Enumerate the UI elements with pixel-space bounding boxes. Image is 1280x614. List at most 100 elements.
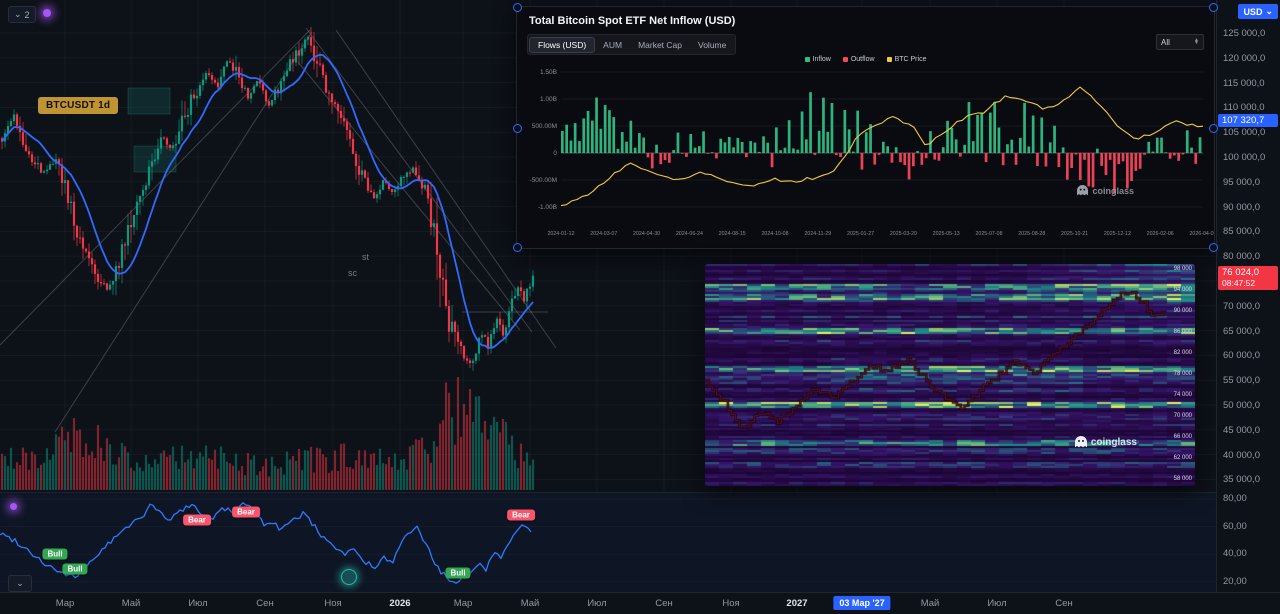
etf-tab-volume[interactable]: Volume xyxy=(698,39,727,50)
layout-count: 2 xyxy=(24,9,30,20)
indicator-marker-bear: Bear xyxy=(232,506,260,518)
svg-text:2026-04-01: 2026-04-01 xyxy=(1189,231,1214,237)
moving-average-line xyxy=(1,54,534,349)
selection-handle[interactable] xyxy=(513,243,522,252)
current-price-label: 107 320,7 xyxy=(1218,113,1278,127)
chevron-down-icon: ⌄ xyxy=(16,578,24,588)
selection-handle[interactable] xyxy=(1209,3,1218,12)
legend-swatch xyxy=(842,57,848,62)
svg-text:2024-04-30: 2024-04-30 xyxy=(633,231,660,237)
etf-range-select[interactable]: All ▲ ▼ xyxy=(1156,34,1204,50)
time-axis-highlight-badge[interactable]: 03 Мар '27 xyxy=(833,596,891,610)
heatmap-price-tick: 70 000 xyxy=(1173,413,1192,419)
selection-handle[interactable] xyxy=(1209,243,1218,252)
time-axis-label: Мар xyxy=(55,598,75,609)
legend-item: Inflow xyxy=(804,56,831,63)
legend-label: Inflow xyxy=(812,56,831,63)
price-tick-label: 85 000,0 xyxy=(1223,226,1260,238)
heatmap-price-tick: 62 000 xyxy=(1173,455,1192,461)
drawing-label: sc xyxy=(348,268,357,278)
svg-text:0: 0 xyxy=(553,150,557,157)
time-axis-label: Ноя xyxy=(722,598,740,609)
heatmap-price-tick: 98 000 xyxy=(1173,266,1192,272)
oscillator-tick-label: 40,00 xyxy=(1223,548,1247,560)
heatmap-price-tick: 66 000 xyxy=(1173,434,1192,440)
pane-collapse-button[interactable]: ⌄ xyxy=(8,575,32,592)
heatmap-price-tick: 94 000 xyxy=(1173,287,1192,293)
svg-text:2024-06-24: 2024-06-24 xyxy=(676,231,703,237)
glow-dot-icon xyxy=(43,9,51,17)
last-price-countdown-label: 76 024,0 08:47:52 xyxy=(1218,265,1278,290)
oscillator-tick-label: 60,00 xyxy=(1223,520,1247,532)
chevron-down-icon: ⌄ xyxy=(14,9,22,19)
legend-swatch xyxy=(804,57,810,62)
price-tick-label: 100 000,0 xyxy=(1223,152,1266,163)
time-axis-label: Сен xyxy=(256,598,274,609)
svg-text:2024-10-08: 2024-10-08 xyxy=(761,231,788,237)
time-axis-label: Сен xyxy=(655,598,673,609)
teal-dot-icon xyxy=(341,569,357,585)
svg-text:2025-12-12: 2025-12-12 xyxy=(1104,231,1131,237)
svg-text:-1.00B: -1.00B xyxy=(538,204,557,211)
etf-legend: Inflow Outflow BTC Price xyxy=(517,56,1214,63)
etf-tab-aum[interactable]: AUM xyxy=(603,39,623,50)
ghost-icon xyxy=(1077,185,1089,196)
oscillator-pane[interactable]: ⌄ Bull Bull Bear Bear Bull Bear xyxy=(0,492,1216,593)
selection-handle[interactable] xyxy=(1209,123,1218,133)
time-axis-label: Июл xyxy=(188,598,208,609)
indicator-marker-bear: Bear xyxy=(507,509,535,521)
coinglass-watermark: coinglass xyxy=(1077,185,1134,196)
price-tick-label: 70 000,0 xyxy=(1223,300,1260,312)
price-axis[interactable]: USD ⌄ 125 000,0 120 000,0 115 000,0 110 000… xyxy=(1216,0,1280,592)
etf-flows-plot: 1.50B 1.00B 500.00M 0 -500.00M -1.00B 2024-01-… xyxy=(530,69,1214,237)
heatmap-price-tick: 86 000 xyxy=(1173,329,1192,335)
etf-tab-market-cap[interactable]: Market Cap xyxy=(638,39,682,50)
glow-dot-icon xyxy=(10,503,17,510)
heatmap-price-tick: 78 000 xyxy=(1173,371,1192,377)
legend-item: Outflow xyxy=(842,56,875,63)
heatmap-price-tick: 90 000 xyxy=(1173,308,1192,314)
svg-text:2024-08-15: 2024-08-15 xyxy=(719,231,746,237)
time-axis-label: Сен xyxy=(1055,598,1073,609)
layout-toggle-button[interactable]: ⌄ 2 xyxy=(8,6,36,23)
svg-text:2024-01-12: 2024-01-12 xyxy=(547,231,574,237)
svg-text:2024-11-29: 2024-11-29 xyxy=(804,231,831,237)
svg-text:-500.00M: -500.00M xyxy=(530,177,557,184)
oscillator-line xyxy=(0,502,532,584)
price-tick-label: 65 000,0 xyxy=(1223,325,1260,337)
indicator-marker-bull: Bull xyxy=(42,548,68,560)
time-axis-label: Июл xyxy=(987,598,1007,609)
currency-button[interactable]: USD ⌄ xyxy=(1238,4,1278,19)
legend-label: Outflow xyxy=(850,56,875,63)
price-tick-label: 115 000,0 xyxy=(1223,77,1265,89)
time-axis-label: Май xyxy=(920,598,940,609)
symbol-badge[interactable]: BTCUSDT 1d xyxy=(38,97,119,114)
svg-text:2024-03-07: 2024-03-07 xyxy=(590,231,617,237)
oscillator-plot xyxy=(0,498,1216,584)
price-tick-label: 105 000,0 xyxy=(1223,127,1266,139)
liquidation-heatmap-panel[interactable]: 98 000 94 000 90 000 86 000 82 000 78 000 74 0… xyxy=(705,264,1195,486)
price-tick-label: 80 000,0 xyxy=(1223,251,1260,263)
price-tick-label: 50 000,0 xyxy=(1223,400,1260,411)
indicator-marker-bull: Bull xyxy=(62,563,88,575)
time-axis[interactable]: Мар Май Июл Сен Ноя 2026 Мар Май Июл Сен Ноя 2027 Ма… xyxy=(0,592,1280,614)
svg-text:2025-05-13: 2025-05-13 xyxy=(933,231,960,237)
price-tick-label: 40 000,0 xyxy=(1223,449,1260,461)
svg-text:2025-03-20: 2025-03-20 xyxy=(890,231,917,237)
legend-swatch xyxy=(886,57,892,62)
svg-text:2026-02-06: 2026-02-06 xyxy=(1147,231,1174,237)
volume-bars xyxy=(0,377,535,490)
selection-handle[interactable] xyxy=(513,123,522,133)
svg-text:2025-07-08: 2025-07-08 xyxy=(975,231,1002,237)
time-axis-label: Май xyxy=(121,598,141,609)
svg-text:500.00M: 500.00M xyxy=(532,123,557,130)
svg-text:1.50B: 1.50B xyxy=(540,69,557,76)
etf-tab-flows-usd-[interactable]: Flows (USD) xyxy=(529,36,596,53)
svg-text:2025-01-27: 2025-01-27 xyxy=(847,231,874,237)
time-axis-label: Май xyxy=(520,598,540,609)
etf-flows-panel[interactable]: Total Bitcoin Spot ETF Net Inflow (USD) … xyxy=(513,3,1218,252)
heatmap-plot xyxy=(705,264,1195,486)
ghost-icon xyxy=(1074,436,1087,448)
time-axis-label: Мар xyxy=(453,598,473,609)
selection-handle[interactable] xyxy=(513,3,522,12)
